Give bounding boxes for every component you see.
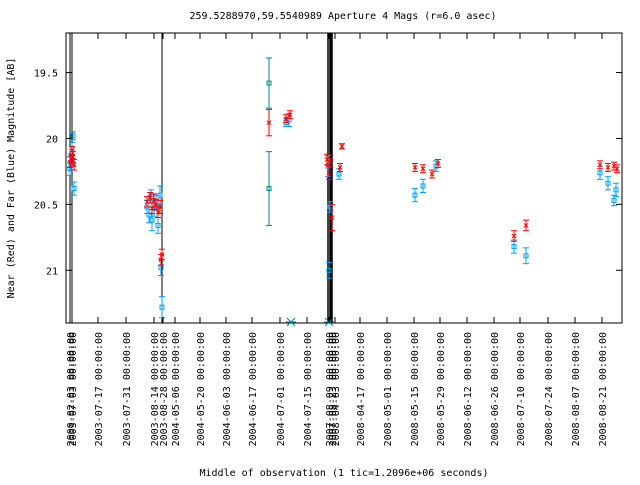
near-point (326, 170, 332, 176)
near-point (266, 120, 272, 125)
x-tick-label: 2004-06-03 00:00:00 (222, 332, 233, 446)
x-tick-label: 2004-07-01 00:00:00 (276, 332, 287, 446)
near-point (614, 166, 620, 172)
far-point (71, 186, 77, 192)
y-axis-label: Near (Red) and Far (Blue) Magnitude [AB] (6, 58, 17, 299)
x-tick-label: 2000-02-03 00:00:00 (66, 332, 77, 446)
far-point (420, 183, 426, 189)
x-tick-label: 2007-08-23 00:00:00 (328, 332, 339, 446)
far-point (149, 217, 155, 223)
near-point (71, 162, 77, 168)
far-point (511, 244, 517, 250)
near-point (597, 162, 603, 168)
chart-marks (67, 33, 620, 327)
x-tick-label: 2003-08-28 00:00:00 (159, 332, 170, 446)
y-tick-label: 20 (46, 134, 58, 145)
far-point (70, 133, 76, 139)
x-tick-label: 2008-08-21 00:00:00 (598, 332, 609, 446)
x-tick-label: 2008-07-24 00:00:00 (544, 332, 555, 446)
x-tick-label: 2004-07-15 00:00:00 (303, 332, 314, 446)
near-point (435, 161, 441, 166)
x-tick-label: 2008-07-10 00:00:00 (516, 332, 527, 446)
near-point (159, 252, 165, 257)
near-point (283, 116, 289, 122)
plot-frame (65, 32, 623, 324)
near-point (337, 165, 343, 170)
near-point (329, 215, 335, 220)
near-point (429, 171, 435, 177)
y-axis-ticks: 19.5 20 20.5 21 (34, 69, 622, 277)
far-point (613, 187, 619, 193)
far-point (266, 80, 272, 86)
near-point (511, 233, 517, 239)
near-point (605, 165, 611, 170)
x-tick-label: 2004-06-17 00:00:00 (248, 332, 259, 446)
x-tick-label: 2008-04-17 00:00:00 (356, 332, 367, 446)
near-point (327, 159, 333, 165)
near-point (153, 202, 159, 207)
x-tick-label: 2003-07-17 00:00:00 (94, 332, 105, 446)
x-tick-label: 2007-08-09 00:00:00 (325, 332, 336, 446)
x-tick-label: 2003-07-03 00:00:00 (68, 332, 79, 446)
x-tick-label: 2008-05-29 00:00:00 (436, 332, 447, 446)
near-point (157, 204, 163, 210)
chart-title: 259.5288970,59.5540989 Aperture 4 Mags (… (189, 11, 496, 22)
y-tick-label: 21 (46, 266, 58, 277)
near-point (69, 147, 75, 153)
far-point (412, 192, 418, 198)
y-tick-label: 20.5 (34, 200, 58, 211)
far-point (158, 265, 164, 271)
far-point (523, 253, 529, 259)
near-point (420, 166, 426, 172)
x-tick-label: 2004-05-20 00:00:00 (196, 332, 207, 446)
near-point (287, 112, 293, 118)
far-point (611, 197, 617, 203)
far-point (266, 186, 272, 192)
x-tick-label: 2008-06-26 00:00:00 (490, 332, 501, 446)
x-tick-label: 2008-05-01 00:00:00 (383, 332, 394, 446)
near-point (412, 165, 418, 170)
near-point (339, 144, 345, 149)
far-point (146, 212, 152, 218)
y-tick-label: 19.5 (34, 69, 58, 80)
x-tick-label: 2008-06-12 00:00:00 (463, 332, 474, 446)
x-tick-label: 2003-08-14 00:00:00 (150, 332, 161, 446)
x-axis-label: Middle of observation (1 tic=1.2096e+06 … (200, 468, 489, 479)
x-tick-label: 2008-08-07 00:00:00 (571, 332, 582, 446)
near-point (523, 223, 529, 228)
far-point (597, 170, 603, 176)
far-point (605, 180, 611, 186)
x-tick-label: 2004-05-06 00:00:00 (171, 332, 182, 446)
x-tick-label: 2008-05-15 00:00:00 (410, 332, 421, 446)
far-point (157, 192, 163, 198)
near-point (70, 154, 76, 160)
near-point (147, 195, 153, 201)
x-tick-label: 2003-07-31 00:00:00 (122, 332, 133, 446)
far-point (336, 171, 342, 177)
far-point (155, 222, 161, 228)
far-point (326, 267, 332, 273)
limit-marker (286, 317, 296, 327)
far-point (159, 304, 165, 310)
x-tick-label: 2008-04-03 00:00:00 (331, 332, 342, 446)
